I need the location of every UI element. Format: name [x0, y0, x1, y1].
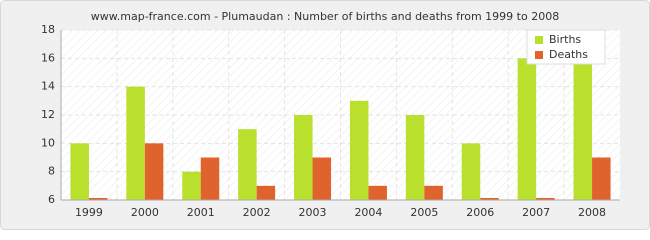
x-tick-label: 1999 — [75, 206, 103, 219]
y-tick-label: 8 — [48, 165, 55, 178]
chart-title: www.map-france.com - Plumaudan : Number … — [91, 10, 559, 23]
x-tick-label: 2005 — [410, 206, 438, 219]
bar — [126, 86, 145, 200]
x-tick-label: 2001 — [187, 206, 215, 219]
bar — [405, 115, 425, 200]
x-tick-label: 2008 — [578, 206, 606, 219]
x-tick-label: 2006 — [466, 206, 494, 219]
bar — [368, 185, 387, 200]
y-tick-label: 10 — [41, 136, 55, 149]
bar — [256, 185, 276, 200]
y-tick-label: 12 — [41, 108, 55, 121]
x-tick-label: 2007 — [522, 206, 550, 219]
legend-label: Deaths — [549, 48, 588, 61]
bar — [70, 143, 89, 200]
legend-swatch — [535, 51, 543, 59]
chart: www.map-france.com - Plumaudan : Number … — [0, 0, 650, 230]
bar — [461, 143, 481, 200]
bar — [182, 171, 201, 200]
y-tick-label: 14 — [41, 80, 55, 93]
x-tick-label: 2002 — [243, 206, 271, 219]
bar — [312, 157, 332, 200]
legend-swatch — [535, 36, 543, 44]
bar — [238, 129, 257, 200]
bar — [349, 100, 369, 200]
bar — [536, 198, 555, 200]
bar — [88, 198, 108, 200]
x-tick-label: 2000 — [131, 206, 159, 219]
bar — [200, 157, 220, 200]
bar — [517, 58, 537, 201]
y-tick-label: 18 — [41, 23, 55, 36]
bar — [424, 185, 443, 200]
bar — [294, 115, 313, 200]
bar — [592, 157, 611, 200]
y-tick-label: 16 — [41, 51, 55, 64]
page: {"chart_data": {"type": "bar", "title": … — [0, 0, 650, 230]
bar — [573, 30, 593, 200]
x-tick-label: 2004 — [354, 206, 382, 219]
y-tick-label: 6 — [48, 193, 55, 206]
x-tick-label: 2003 — [299, 206, 327, 219]
legend-label: Births — [549, 33, 581, 46]
bar — [144, 143, 164, 200]
bar — [480, 198, 499, 200]
